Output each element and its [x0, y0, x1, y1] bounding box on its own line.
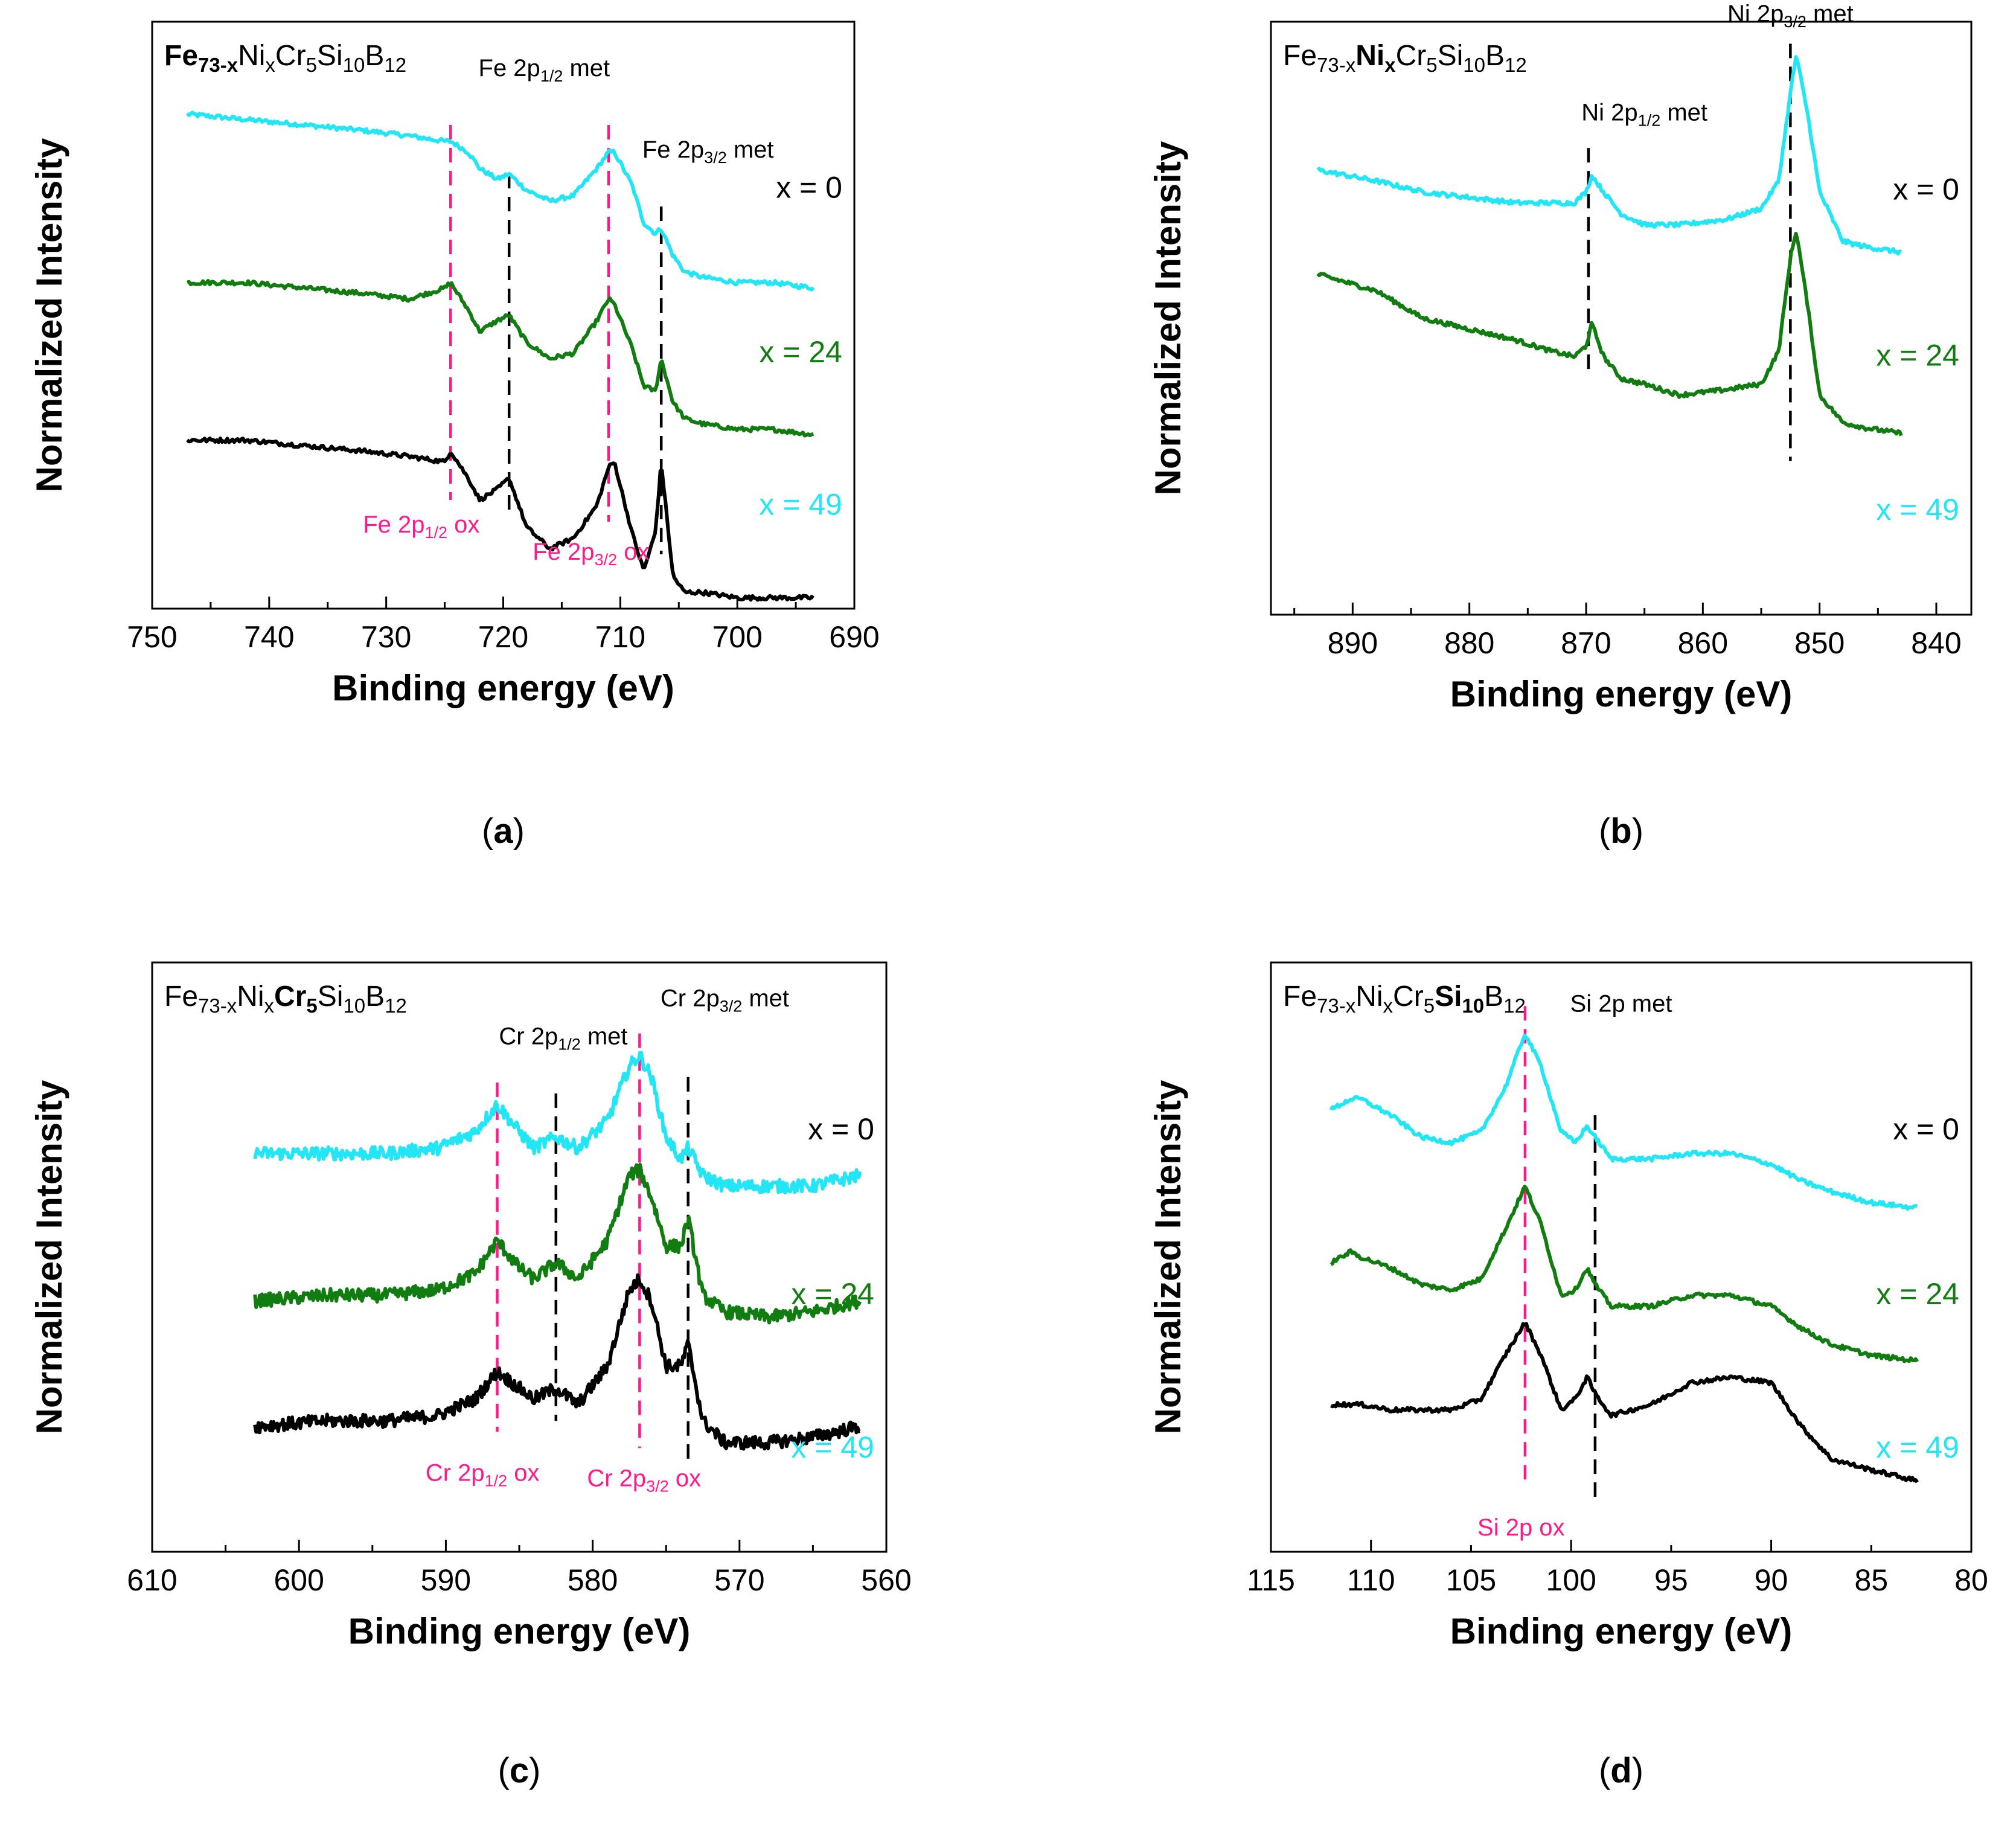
series-label: x = 24 — [1876, 1277, 1959, 1311]
series-label: x = 49 — [791, 1430, 874, 1464]
y-axis-label: Normalized Intensity — [1148, 1080, 1188, 1434]
x-axis-label: Binding energy (eV) — [1450, 1611, 1793, 1651]
x-tick-label: 590 — [421, 1563, 471, 1597]
peak-annotation: Ni 2p3/2 met — [1727, 1, 1854, 31]
panel-title: Fe73-xNixCr5Si10B12 — [164, 981, 407, 1017]
x-tick-label: 880 — [1444, 626, 1494, 660]
series-label: x = 49 — [1876, 1430, 1959, 1464]
panel-title: Fe73-xNixCr5Si10B12 — [1283, 981, 1526, 1017]
series-label: x = 0 — [1893, 173, 1959, 207]
panel-letter: (d) — [1599, 1751, 1643, 1790]
panel-title: Fe73-xNixCr5Si10B12 — [164, 40, 406, 76]
x-tick-label: 710 — [595, 620, 645, 654]
series-label: x = 24 — [1876, 339, 1959, 373]
x-tick-label: 750 — [127, 620, 177, 654]
series-label: x = 0 — [776, 171, 842, 205]
peak-annotation: Fe 2p3/2 met — [642, 136, 774, 167]
spectrum-line-49 — [253, 1051, 862, 1195]
panel-title: Fe73-xNixCr5Si10B12 — [1283, 40, 1527, 76]
peak-annotation: Cr 2p1/2 met — [499, 1023, 627, 1054]
x-tick-label: 580 — [568, 1563, 618, 1597]
x-tick-label: 600 — [274, 1563, 324, 1597]
series-label: x = 0 — [808, 1112, 874, 1146]
spectrum-line-24 — [187, 279, 814, 438]
panel-letter: (c) — [498, 1751, 541, 1790]
x-tick-label: 110 — [1347, 1563, 1395, 1597]
spectrum-line-24 — [1330, 1185, 1919, 1363]
x-tick-label: 730 — [361, 620, 411, 654]
x-tick-label: 90 — [1755, 1563, 1788, 1597]
spectrum-line-0 — [1330, 1322, 1919, 1484]
x-tick-label: 100 — [1546, 1563, 1596, 1597]
series-label: x = 0 — [1893, 1112, 1959, 1146]
peak-annotation: Si 2p ox — [1477, 1514, 1565, 1541]
x-tick-label: 560 — [861, 1563, 911, 1597]
panel-b: 890 880 870 860 850 840 Binding energy (eV) Nor… — [1148, 1, 1973, 851]
peak-annotation: Cr 2p1/2 ox — [426, 1460, 540, 1490]
x-tick-label: 105 — [1446, 1563, 1496, 1597]
panel-letter: (a) — [482, 812, 525, 851]
spectrum-line-24 — [1316, 231, 1903, 437]
x-tick-label: 740 — [244, 620, 294, 654]
peak-annotation: Cr 2p3/2 met — [661, 985, 789, 1015]
peak-annotation: Fe 2p1/2 ox — [363, 511, 479, 542]
x-tick-label: 610 — [127, 1563, 177, 1597]
spectrum-line-0 — [186, 436, 815, 602]
spectrum-line-49 — [186, 110, 815, 292]
x-tick-label: 115 — [1247, 1563, 1295, 1597]
panel-d: 115 110 105 100 95 90 85 80 Binding energy (eV) N… — [1148, 961, 1988, 1790]
x-tick-label: 890 — [1328, 626, 1378, 660]
peak-annotation: Si 2p met — [1570, 990, 1672, 1017]
series-label: x = 24 — [791, 1277, 874, 1311]
x-tick-label: 95 — [1654, 1563, 1688, 1597]
x-tick-label: 690 — [829, 620, 879, 654]
spectrum-line-49 — [1316, 55, 1902, 256]
x-tick-label: 720 — [478, 620, 528, 654]
plot-frame — [1270, 961, 1973, 1553]
panel-a: 750 740 730 720 710 700 690 Binding energy (eV)… — [29, 21, 880, 851]
x-tick-label: 850 — [1794, 626, 1845, 660]
series-label: x = 24 — [759, 335, 842, 369]
y-axis-label: Normalized Intensity — [29, 1080, 69, 1434]
y-axis-label: Normalized Intensity — [1148, 141, 1188, 495]
x-tick-label: 85 — [1854, 1563, 1888, 1597]
x-tick-label: 80 — [1954, 1563, 1988, 1597]
x-tick-label: 870 — [1561, 626, 1611, 660]
peak-annotation: Fe 2p1/2 met — [479, 55, 610, 85]
x-tick-label: 860 — [1678, 626, 1728, 660]
panel-c: 610 600 590 580 570 560 Binding energy (eV) Nor… — [29, 961, 912, 1790]
x-tick-label: 840 — [1911, 626, 1961, 660]
x-axis-label: Binding energy (eV) — [332, 668, 674, 708]
series-label: x = 49 — [759, 487, 842, 521]
plot-frame — [151, 21, 856, 610]
peak-annotation: Ni 2p1/2 met — [1581, 100, 1707, 130]
x-axis-label: Binding energy (eV) — [348, 1611, 691, 1651]
panel-letter: (b) — [1599, 812, 1643, 851]
spectrum-line-49 — [1329, 1033, 1918, 1211]
series-label: x = 49 — [1876, 493, 1959, 527]
peak-annotation: Fe 2p3/2 ox — [533, 539, 649, 569]
spectrum-line-24 — [253, 1162, 862, 1325]
y-axis-label: Normalized Intensity — [29, 138, 69, 492]
spectrum-line-0 — [253, 1273, 861, 1451]
peak-annotation: Cr 2p3/2 ox — [587, 1465, 701, 1496]
x-tick-label: 570 — [714, 1563, 764, 1597]
plot-frame — [1270, 21, 1973, 616]
x-tick-label: 700 — [712, 620, 762, 654]
x-axis-label: Binding energy (eV) — [1450, 674, 1793, 714]
